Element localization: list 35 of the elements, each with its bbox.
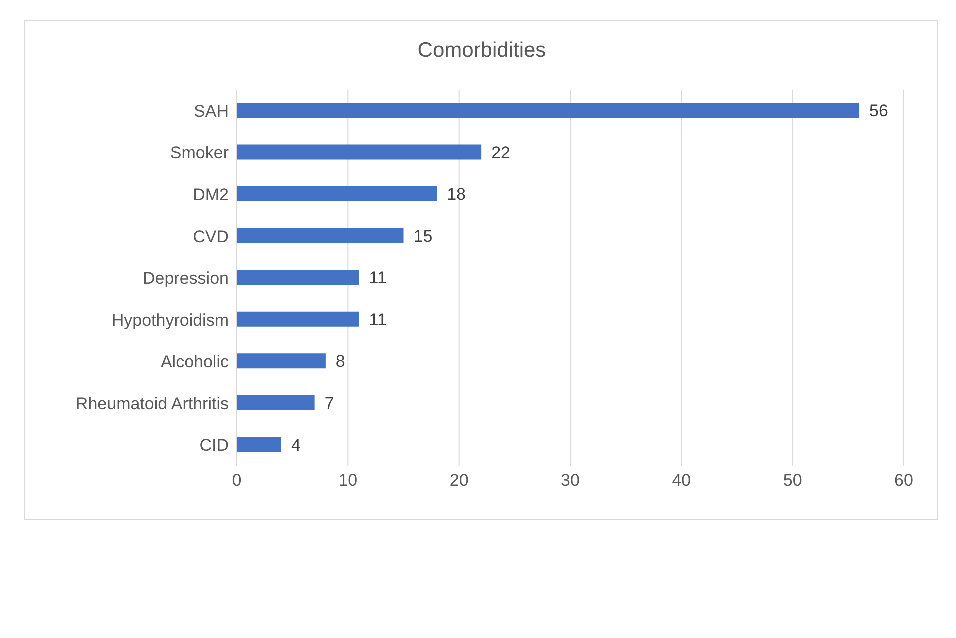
data-label: 4 (291, 436, 301, 455)
data-label: 11 (369, 310, 387, 330)
data-label: 56 (870, 102, 888, 121)
x-tick-label: 30 (561, 471, 580, 490)
bar (237, 228, 404, 244)
x-tick-label: 40 (672, 471, 692, 490)
x-tick-label: 50 (783, 471, 802, 490)
x-tick-label: 60 (894, 471, 914, 490)
data-label: 11 (369, 268, 387, 288)
x-tick-label: 20 (450, 471, 469, 490)
y-tick-label: SAH (194, 102, 229, 121)
y-tick-label: Alcoholic (160, 352, 230, 372)
y-tick-label: Depression (143, 269, 229, 288)
bar (237, 395, 315, 410)
data-label: 7 (324, 394, 334, 413)
bar (237, 312, 360, 327)
data-label: 18 (447, 185, 466, 204)
y-tick-label: CID (200, 436, 229, 456)
data-label: 22 (492, 143, 510, 162)
y-tick-label: Hypothyroidism (112, 310, 229, 330)
data-label: 15 (414, 226, 433, 246)
y-tick-label: Rheumatoid Arthritis (76, 394, 229, 414)
x-tick-label: 0 (232, 471, 242, 490)
x-tick-label: 10 (338, 471, 358, 490)
bar (237, 144, 482, 160)
data-label: 8 (336, 352, 346, 372)
y-tick-label: DM2 (193, 185, 229, 204)
y-tick-label: Smoker (170, 144, 230, 163)
bar (237, 186, 438, 202)
bar (237, 270, 360, 286)
bar (237, 437, 282, 452)
bar (237, 103, 860, 118)
y-tick-label: CVD (193, 227, 229, 246)
chart-title: Comorbidities (416, 39, 548, 63)
bar (237, 354, 326, 369)
